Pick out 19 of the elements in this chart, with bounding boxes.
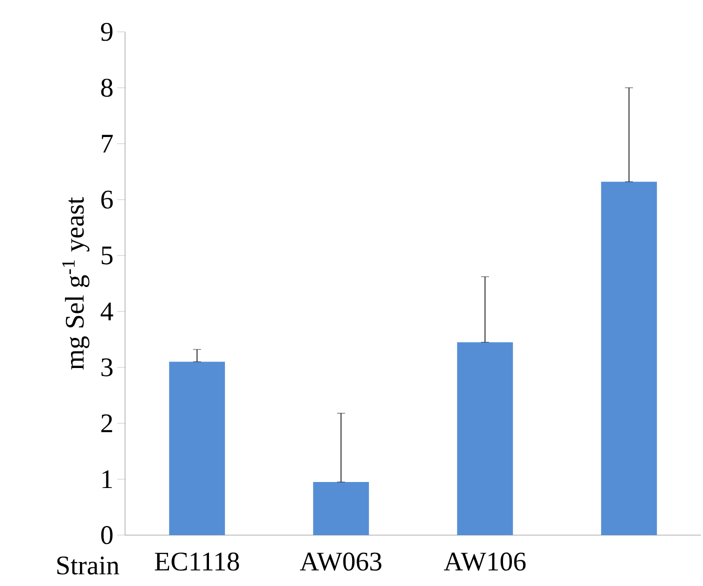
y-tick-label: 0 [101, 526, 113, 544]
x-tick-label: AW106 [444, 552, 526, 571]
y-axis-title: mg Sel g$^{-1}$ yeast [62, 197, 90, 370]
y-tick-label: 9 [101, 22, 112, 41]
bar [169, 362, 225, 536]
y-tick-label: 1 [102, 470, 112, 488]
bar [601, 182, 657, 536]
y-tick-label: 2 [101, 414, 112, 432]
y-tick-label: 3 [101, 358, 113, 376]
y-tick-label: 8 [101, 78, 113, 97]
bar [457, 342, 513, 536]
y-tick-label: 5 [102, 246, 113, 264]
x-axis-title: Strain [57, 556, 120, 575]
y-tick-label: 4 [100, 302, 114, 320]
bar [313, 482, 369, 536]
x-tick-label: AW063 [300, 552, 382, 571]
y-tick-label: 6 [101, 190, 113, 209]
y-tick-label: 7 [102, 134, 113, 153]
x-tick-label: EC1118 [154, 552, 239, 571]
